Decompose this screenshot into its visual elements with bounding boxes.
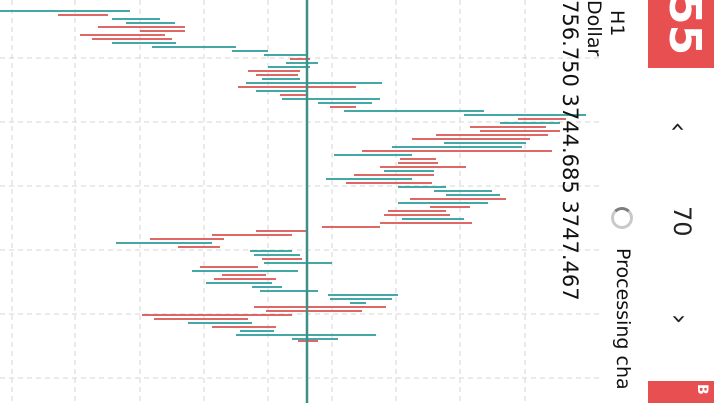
loading-spinner-icon: [611, 207, 633, 229]
lot-value[interactable]: 70: [668, 206, 696, 237]
processing-status: Processing cha: [612, 248, 634, 390]
price-chart[interactable]: [0, 0, 600, 403]
sell-price-value: 55: [659, 0, 710, 56]
buy-button[interactable]: B: [648, 381, 714, 403]
buy-label: B: [694, 384, 710, 395]
prev-arrow-icon[interactable]: ‹: [663, 121, 694, 133]
sell-button[interactable]: 55: [648, 0, 714, 68]
price-readout: 756.750 3744.685 3747.467: [558, 0, 582, 301]
next-arrow-icon[interactable]: ›: [664, 313, 695, 325]
currency-label: Dollar: [583, 0, 605, 57]
ohlc-bars: [0, 10, 586, 342]
symbol-timeframe: H1: [606, 10, 628, 37]
chart-grid: [0, 0, 600, 403]
